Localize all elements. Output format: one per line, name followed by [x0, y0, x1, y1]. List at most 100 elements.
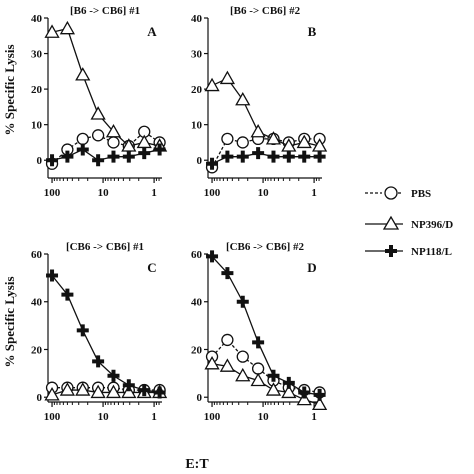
panel-letter: B — [308, 24, 317, 39]
panel-c: 0 20 40 60 100 10 1 [CB6 -> CB6] #1C — [31, 241, 168, 423]
y-tick-label: 0 — [37, 155, 43, 167]
np118-cross-point — [282, 376, 295, 389]
x-tick-label: 1 — [311, 187, 317, 199]
y-tick-label: 40 — [191, 13, 203, 25]
y-tick-label: 20 — [191, 84, 203, 96]
legend-label-np396: NP396/D — [411, 219, 453, 231]
panel-letter: D — [307, 260, 316, 275]
np396-triangle-point — [105, 123, 122, 138]
x-tick-label: 100 — [204, 411, 221, 423]
np118-cross-point — [236, 150, 249, 163]
y-tick-label: 0 — [197, 155, 203, 167]
x-tick-label: 1 — [151, 187, 157, 199]
np118-cross-point — [252, 336, 265, 349]
np396-triangle-point — [296, 134, 312, 149]
np396-triangle-point — [265, 382, 282, 396]
np396-triangle-point — [204, 77, 220, 92]
np396-triangle-point — [296, 391, 312, 406]
pbs-circle-point — [251, 362, 265, 375]
y-axis-label-bottom: % Specific Lysis — [2, 276, 17, 367]
pbs-circle-point — [107, 136, 120, 149]
x-tick-label: 10 — [98, 411, 110, 423]
x-tick-label: 100 — [44, 411, 61, 423]
panel-d: 0 20 40 60 100 10 1 [CB6 -> CB6] #2D — [191, 241, 328, 423]
np118-cross-point — [206, 250, 219, 263]
np396-triangle-point — [219, 358, 236, 372]
x-tick-label: 1 — [151, 411, 157, 423]
np118-cross-point — [298, 150, 311, 163]
np118-cross-point — [313, 388, 326, 401]
y-tick-label: 10 — [31, 120, 43, 132]
legend: PBS NP396/D NP118/L — [365, 186, 453, 258]
np118-cross-point — [138, 147, 151, 160]
np118-cross-point — [221, 150, 234, 163]
panel-title: [CB6 -> CB6] #2 — [226, 241, 305, 253]
legend-item-np118: NP118/L — [365, 245, 452, 258]
np118-cross-point — [92, 355, 105, 368]
np396-triangle-point — [121, 384, 137, 399]
np118-cross-point — [61, 150, 74, 163]
np396-triangle-point — [44, 24, 60, 38]
np396-triangle-point — [105, 384, 122, 399]
np118-cross-point — [46, 269, 59, 282]
panel-b: 0 10 20 30 40 100 10 1 [B6 -> CB6] #2 B — [191, 5, 328, 199]
y-tick-label: 0 — [197, 392, 203, 404]
series-line-circle — [211, 138, 320, 168]
np396-triangle-point — [75, 67, 91, 81]
np118-cross-point — [122, 150, 135, 163]
pbs-circle-point — [236, 136, 249, 149]
np396-triangle-point — [265, 131, 282, 145]
legend-item-pbs: PBS — [365, 186, 431, 200]
y-tick-label: 30 — [31, 49, 43, 61]
np118-cross-point — [282, 150, 295, 163]
np396-triangle-point — [235, 367, 251, 382]
np396-triangle-point — [90, 106, 106, 120]
np118-cross-point — [267, 369, 280, 382]
pbs-circle-point — [221, 333, 234, 347]
np396-triangle-point — [281, 384, 297, 399]
y-tick-label: 30 — [191, 49, 203, 61]
legend-label-np118: NP118/L — [411, 246, 452, 258]
y-tick-label: 0 — [37, 392, 43, 404]
np118-cross-point — [206, 157, 219, 170]
np118-cross-point — [122, 379, 135, 392]
legend-circle-marker — [384, 186, 398, 200]
panel-letter: C — [147, 260, 156, 275]
pbs-circle-point — [76, 132, 89, 146]
y-tick-label: 40 — [31, 297, 43, 309]
y-tick-label: 40 — [191, 297, 203, 309]
np118-cross-point — [61, 288, 74, 301]
np396-triangle-point — [250, 123, 266, 138]
np396-triangle-point — [44, 387, 60, 401]
x-tick-label: 10 — [258, 411, 270, 423]
y-tick-label: 10 — [191, 120, 203, 132]
np396-triangle-point — [90, 384, 106, 399]
y-tick-label: 20 — [191, 344, 203, 356]
panel-title: [B6 -> CB6] #2 — [230, 5, 301, 17]
panel-title: [CB6 -> CB6] #1 — [66, 241, 144, 253]
np396-triangle-point — [204, 355, 220, 370]
np396-triangle-point — [59, 382, 76, 396]
np118-cross-point — [153, 143, 166, 156]
np396-triangle-point — [59, 20, 76, 35]
np396-triangle-point — [250, 372, 266, 387]
np118-cross-point — [92, 154, 105, 167]
np118-cross-point — [298, 386, 311, 399]
np396-triangle-point — [219, 70, 236, 85]
np118-cross-point — [221, 267, 234, 280]
panel-a: 0 10 20 30 40 100 10 1 [B6 -> CB6] #1 A — [31, 5, 168, 199]
panel-title: [B6 -> CB6] #1 — [70, 5, 140, 17]
y-tick-label: 40 — [31, 13, 43, 25]
x-axis-label: E:T — [185, 457, 209, 472]
x-tick-label: 1 — [311, 411, 317, 423]
y-tick-label: 20 — [31, 344, 43, 356]
legend-triangle-marker — [382, 215, 400, 230]
legend-label-pbs: PBS — [411, 188, 431, 200]
y-axis-label-top: % Specific Lysis — [2, 44, 17, 135]
np118-cross-point — [46, 154, 59, 167]
pbs-circle-point — [221, 132, 234, 146]
np118-cross-point — [153, 386, 166, 399]
pbs-circle-point — [236, 350, 249, 363]
legend-item-np396: NP396/D — [365, 215, 453, 231]
